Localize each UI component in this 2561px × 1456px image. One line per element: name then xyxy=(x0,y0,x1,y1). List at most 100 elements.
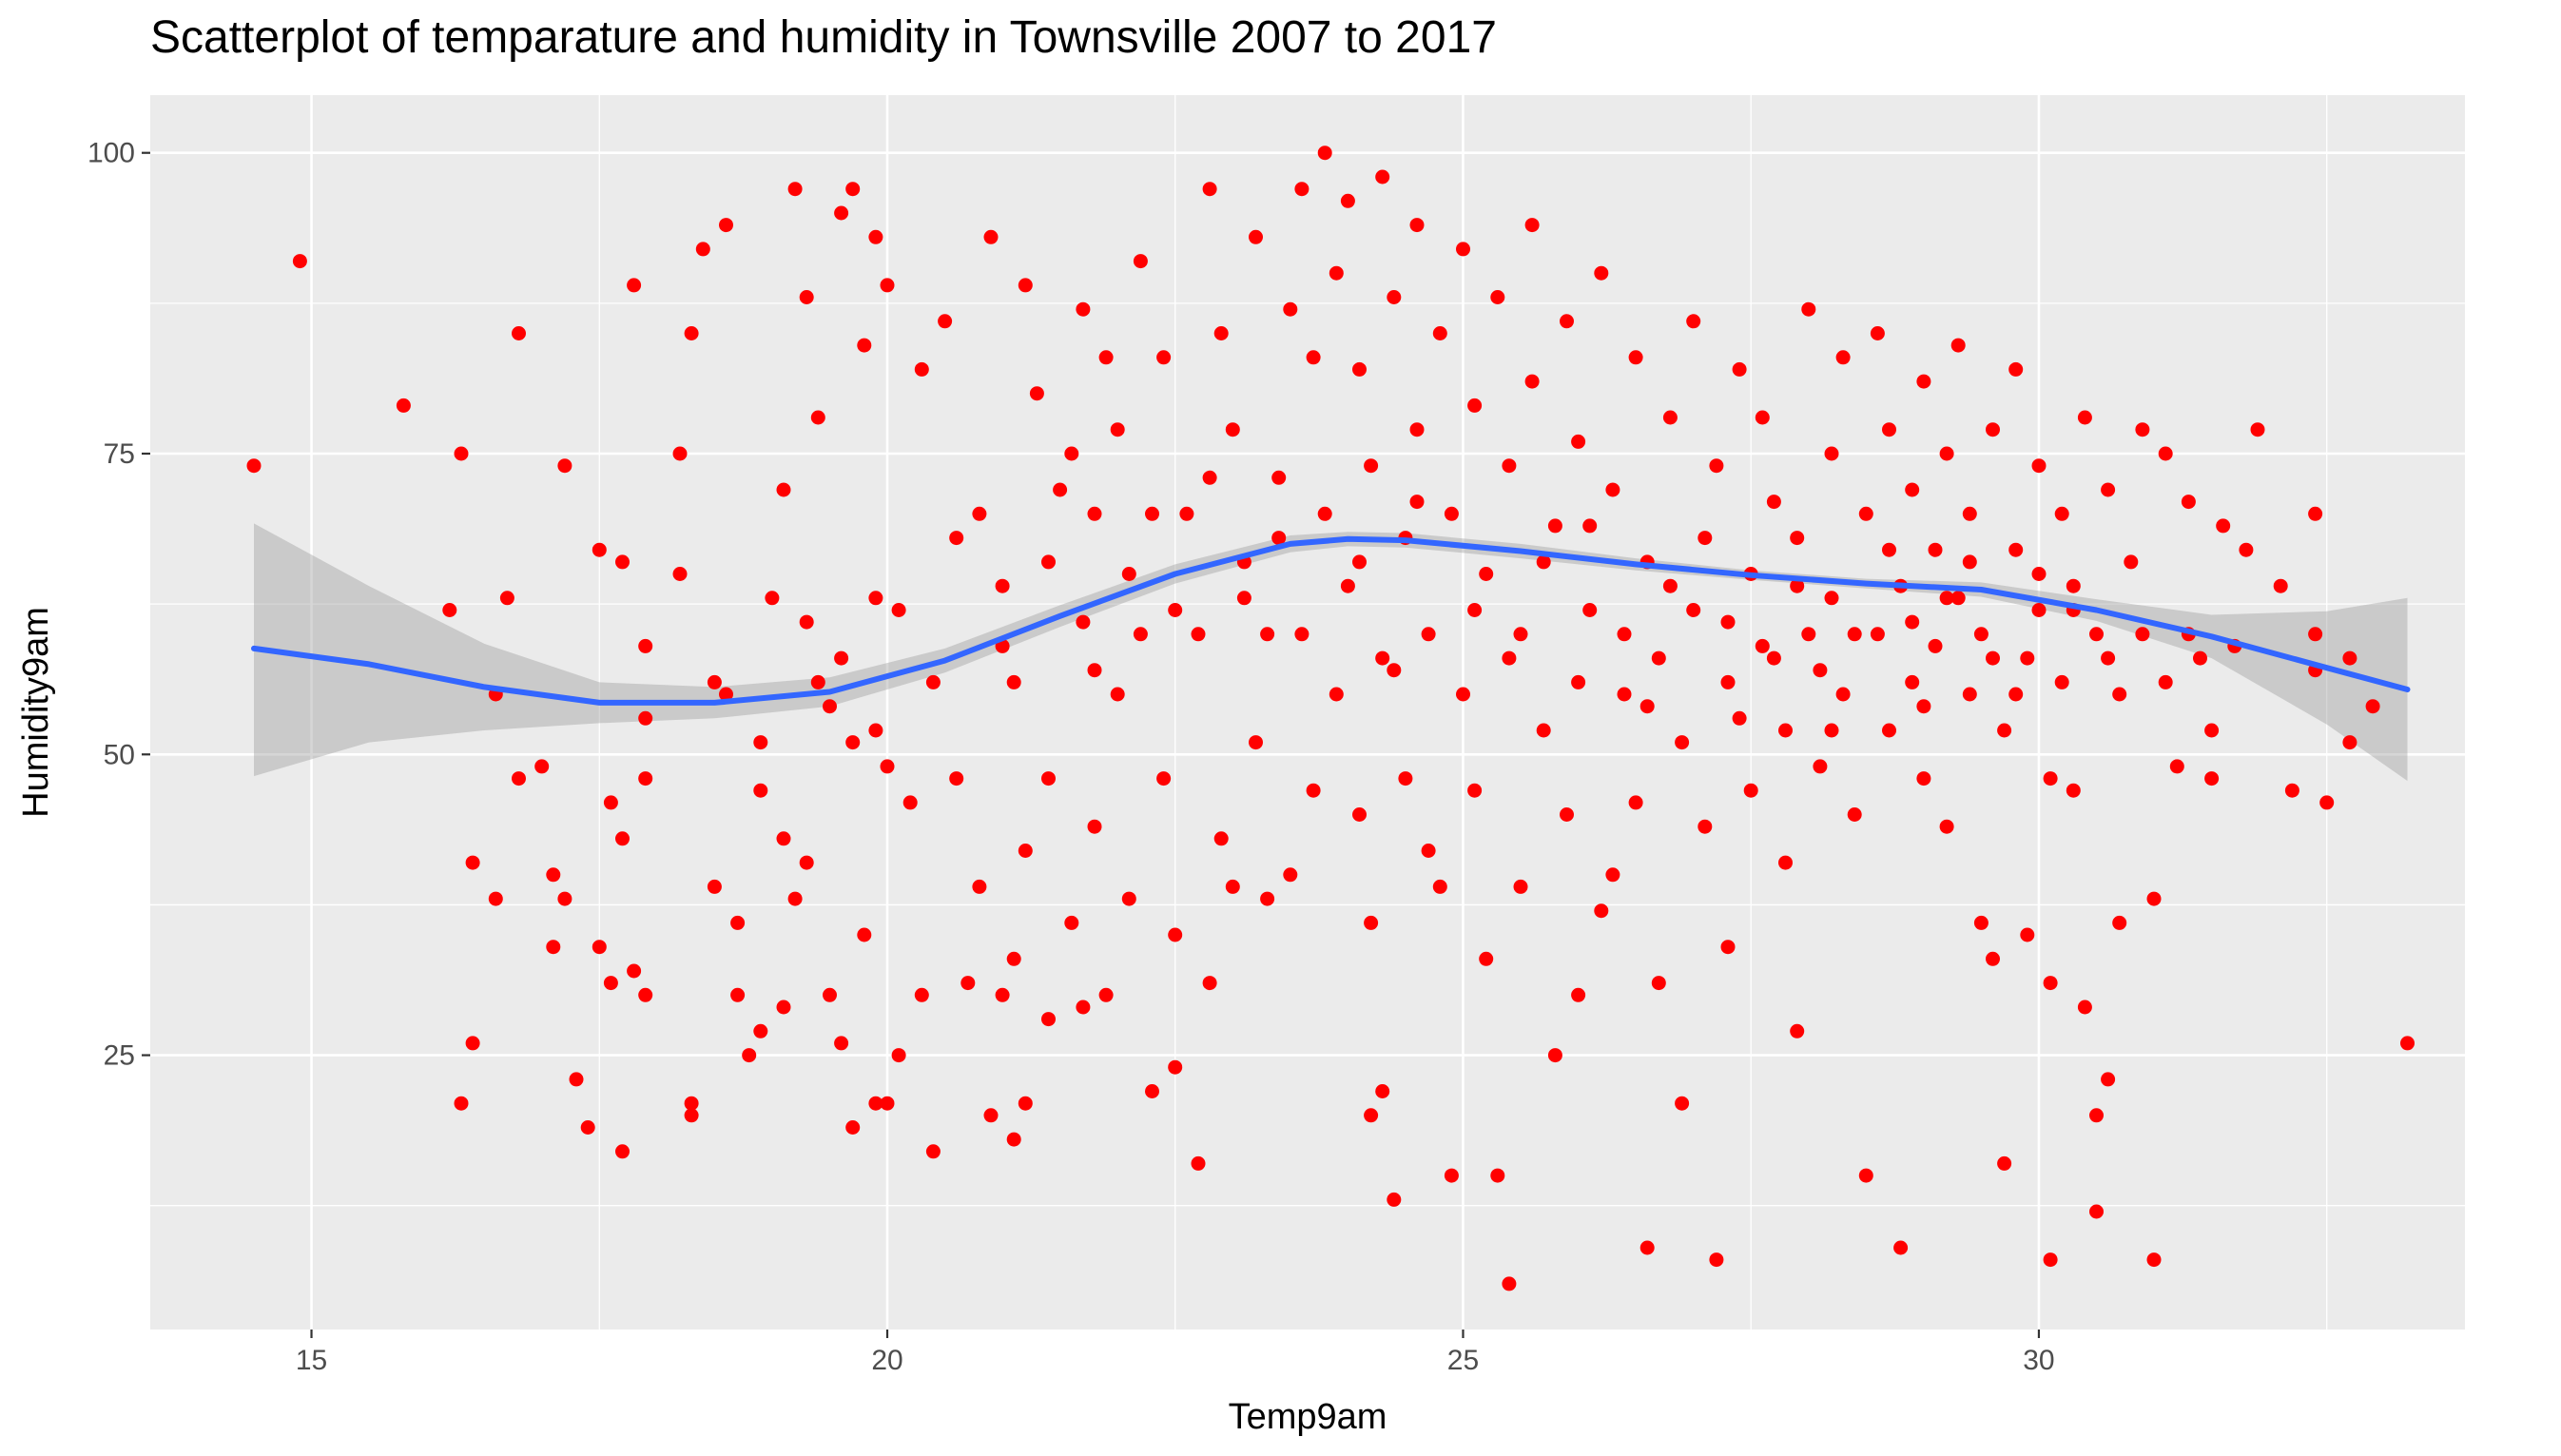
data-point xyxy=(1271,470,1287,485)
data-point xyxy=(1709,458,1724,474)
data-point xyxy=(1905,674,1920,689)
data-point xyxy=(1560,807,1574,822)
data-point xyxy=(1524,218,1540,233)
data-point xyxy=(1260,627,1275,642)
data-point xyxy=(2089,1108,2104,1123)
data-point xyxy=(592,542,607,557)
data-point xyxy=(2031,603,2047,617)
data-point xyxy=(1720,614,1736,630)
data-point xyxy=(742,1048,757,1063)
data-point xyxy=(1536,554,1551,570)
data-point xyxy=(2250,422,2265,437)
data-point xyxy=(1352,554,1367,570)
data-point xyxy=(845,735,861,750)
data-point xyxy=(1790,531,1805,546)
data-point xyxy=(603,976,618,991)
data-point xyxy=(1421,627,1436,642)
data-point xyxy=(719,218,733,233)
data-point xyxy=(454,446,469,461)
data-point xyxy=(1191,1155,1206,1171)
data-point xyxy=(2112,687,2127,702)
data-point xyxy=(695,242,710,257)
data-point xyxy=(1675,735,1690,750)
data-point xyxy=(1375,1084,1390,1098)
data-point xyxy=(1294,627,1310,642)
data-point xyxy=(1041,1012,1056,1027)
data-point xyxy=(1790,1023,1805,1039)
x-tick-label: 25 xyxy=(1447,1345,1479,1376)
data-point xyxy=(1364,458,1379,474)
data-point xyxy=(799,855,814,870)
data-point xyxy=(465,1036,480,1051)
data-point xyxy=(1882,542,1896,557)
data-point xyxy=(684,326,699,340)
data-point xyxy=(972,879,987,894)
data-point xyxy=(580,1120,595,1135)
data-point xyxy=(1662,410,1678,425)
data-point xyxy=(2365,699,2380,714)
x-axis-title: Temp9am xyxy=(1229,1397,1387,1437)
data-point xyxy=(2089,627,2104,642)
plot-panel xyxy=(150,95,2465,1330)
data-point xyxy=(638,638,653,653)
data-point xyxy=(1179,506,1194,521)
data-point xyxy=(719,687,733,702)
data-point xyxy=(1973,915,1989,930)
data-point xyxy=(396,398,411,413)
data-point xyxy=(1571,434,1586,449)
data-point xyxy=(1387,663,1402,678)
data-point xyxy=(1317,506,1332,521)
data-point xyxy=(776,482,791,497)
data-point xyxy=(1858,1168,1873,1183)
data-point xyxy=(949,531,964,546)
data-point xyxy=(2066,578,2081,593)
data-point xyxy=(1582,603,1598,617)
data-point xyxy=(1560,314,1574,329)
data-point xyxy=(2193,650,2207,666)
data-point xyxy=(1997,723,2012,738)
data-point xyxy=(1639,1240,1655,1255)
data-point xyxy=(2089,1204,2104,1219)
data-point xyxy=(902,795,918,810)
data-point xyxy=(1456,687,1470,702)
data-point xyxy=(465,855,480,870)
data-point xyxy=(1582,518,1598,534)
data-point xyxy=(868,229,883,244)
data-point xyxy=(1041,554,1056,570)
data-point xyxy=(546,867,561,883)
data-point xyxy=(2043,1252,2058,1268)
data-point xyxy=(1364,915,1379,930)
data-point xyxy=(615,554,630,570)
data-point xyxy=(914,361,929,377)
data-point xyxy=(2181,495,2196,510)
data-point xyxy=(2169,759,2184,774)
data-point xyxy=(2008,542,2024,557)
data-point xyxy=(1283,301,1298,317)
data-point xyxy=(1490,1168,1505,1183)
data-point xyxy=(1536,723,1551,738)
data-point xyxy=(1087,819,1102,834)
data-point xyxy=(1456,242,1470,257)
data-point xyxy=(1145,1084,1159,1098)
data-point xyxy=(534,759,550,774)
data-point xyxy=(2342,650,2357,666)
data-point xyxy=(592,940,607,955)
data-point xyxy=(1962,554,1977,570)
chart-title: Scatterplot of temparature and humidity … xyxy=(150,12,1497,63)
data-point xyxy=(960,976,976,991)
data-point xyxy=(1029,386,1044,401)
data-point xyxy=(1087,663,1102,678)
data-point xyxy=(1249,229,1263,244)
data-point xyxy=(1168,1059,1183,1075)
data-point xyxy=(730,987,746,1002)
data-point xyxy=(1939,446,1954,461)
data-point xyxy=(1225,422,1240,437)
data-point xyxy=(845,182,861,197)
data-point xyxy=(1605,867,1620,883)
data-point xyxy=(672,567,688,581)
data-point xyxy=(2400,1036,2415,1051)
data-point xyxy=(925,1144,941,1159)
data-point xyxy=(2054,506,2069,521)
data-point xyxy=(2020,927,2035,942)
data-point xyxy=(2031,567,2047,581)
